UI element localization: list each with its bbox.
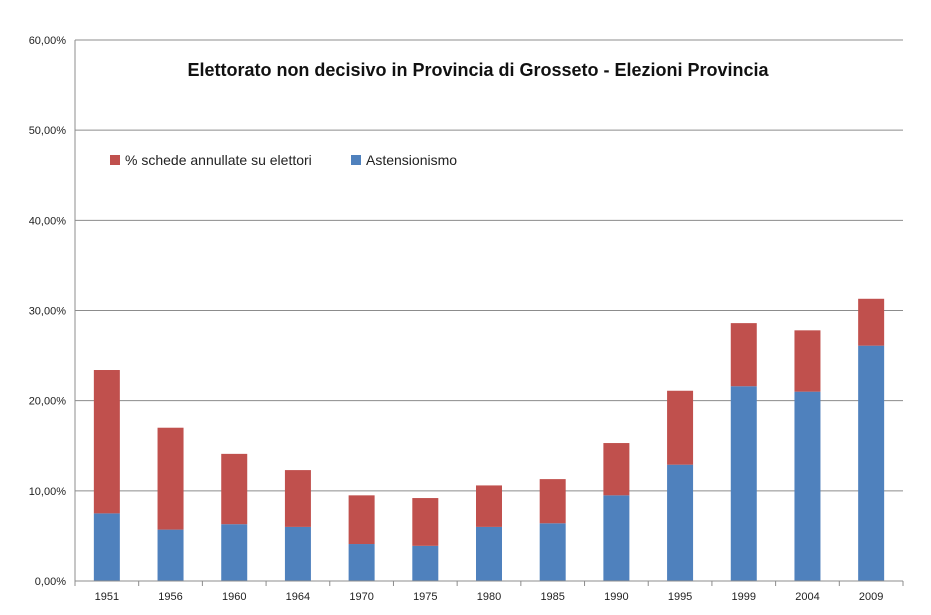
x-tick-label: 1960 xyxy=(222,591,246,603)
legend: % schede annullate su elettori Astensioni… xyxy=(110,152,457,168)
bar-schede-annullate-2004 xyxy=(794,330,821,392)
bar-astensionismo-1985 xyxy=(539,523,566,581)
bar-schede-annullate-1975 xyxy=(412,498,439,546)
bar-schede-annullate-2009 xyxy=(858,298,885,346)
legend-swatch xyxy=(351,155,361,165)
legend-label: % schede annullate su elettori xyxy=(125,152,312,168)
legend-swatch xyxy=(110,155,120,165)
bar-astensionismo-1999 xyxy=(730,386,757,581)
bar-astensionismo-1951 xyxy=(93,513,120,581)
bar-astensionismo-1980 xyxy=(476,526,502,581)
chart-title: Elettorato non decisivo in Provincia di … xyxy=(187,60,769,80)
bar-schede-annullate-1999 xyxy=(730,323,757,387)
x-tick-label: 1990 xyxy=(604,591,628,603)
bar-astensionismo-1964 xyxy=(284,526,311,581)
x-axis-tick-labels: 1951 1956 1960 1964 1970 1975 1980 1985 1990 1995… xyxy=(95,591,884,603)
bar-astensionismo-1975 xyxy=(412,545,439,581)
x-tick-label: 2004 xyxy=(795,591,819,603)
bars xyxy=(93,298,885,581)
legend-label: Astensionismo xyxy=(366,152,457,168)
y-tick-label: 50,00% xyxy=(29,125,67,137)
y-tick-label: 10,00% xyxy=(29,486,67,498)
bar-astensionismo-1990 xyxy=(603,495,630,581)
bar-schede-annullate-1970 xyxy=(348,495,375,545)
x-tick-label: 1975 xyxy=(413,591,437,603)
y-axis-tick-labels: 0,00% 10,00% 20,00% 30,00% 40,00% 50,00% 60,00… xyxy=(29,35,67,588)
bar-schede-annullate-1956 xyxy=(157,427,184,530)
y-tick-label: 0,00% xyxy=(35,576,66,588)
x-tick-label: 2009 xyxy=(859,591,883,603)
y-tick-label: 20,00% xyxy=(29,396,67,408)
axes xyxy=(74,40,904,586)
y-tick-label: 30,00% xyxy=(29,306,67,318)
x-tick-label: 1951 xyxy=(95,591,119,603)
bar-astensionismo-1956 xyxy=(157,529,184,581)
x-tick-label: 1970 xyxy=(349,591,373,603)
x-tick-label: 1995 xyxy=(668,591,692,603)
x-tick-label: 1985 xyxy=(540,591,564,603)
bar-schede-annullate-1980 xyxy=(476,485,502,527)
x-tick-label: 1956 xyxy=(158,591,182,603)
bar-astensionismo-2004 xyxy=(794,391,821,581)
bar-astensionismo-2009 xyxy=(858,345,885,581)
bar-schede-annullate-1951 xyxy=(93,370,120,514)
bar-schede-annullate-1985 xyxy=(539,479,566,524)
x-tick-label: 1999 xyxy=(732,591,756,603)
x-tick-label: 1964 xyxy=(286,591,310,603)
bar-schede-annullate-1960 xyxy=(221,453,248,525)
bar-astensionismo-1995 xyxy=(667,464,694,581)
bar-schede-annullate-1995 xyxy=(667,390,694,465)
y-tick-label: 40,00% xyxy=(29,215,67,227)
bar-schede-annullate-1990 xyxy=(603,443,630,496)
gridlines xyxy=(75,39,903,492)
bar-astensionismo-1960 xyxy=(221,524,248,581)
x-tick-label: 1980 xyxy=(477,591,501,603)
bar-schede-annullate-1964 xyxy=(284,470,311,527)
bar-astensionismo-1970 xyxy=(348,544,375,581)
y-tick-label: 60,00% xyxy=(29,35,67,47)
